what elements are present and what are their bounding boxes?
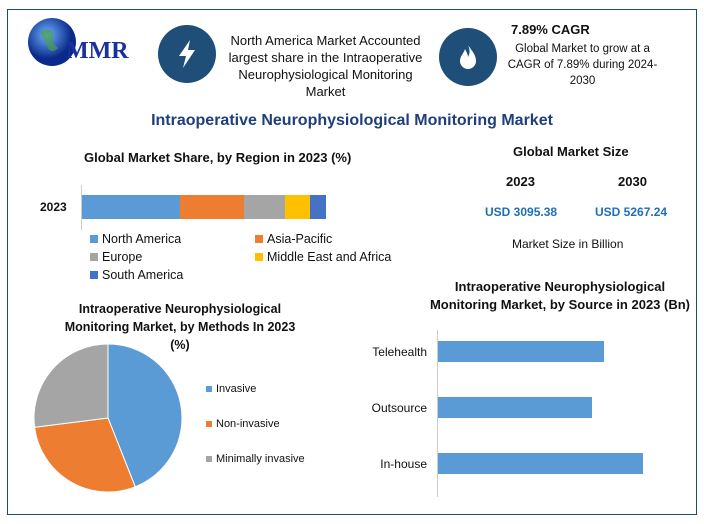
legend-label: Middle East and Africa bbox=[267, 250, 392, 264]
source-bar-telehealth bbox=[438, 341, 605, 362]
legend-swatch bbox=[206, 421, 212, 427]
year-2030: 2030 bbox=[618, 174, 647, 189]
pie-legend-item: Invasive bbox=[206, 383, 256, 395]
region-stacked-bar bbox=[82, 195, 326, 219]
cagr-title: 7.89% CAGR bbox=[511, 22, 590, 37]
north-america-info: North America Market Accounted largest s… bbox=[228, 33, 423, 99]
market-size-unit: Market Size in Billion bbox=[512, 237, 624, 251]
infographic-frame bbox=[7, 9, 697, 515]
pie-legend-item: Non-invasive bbox=[206, 418, 280, 430]
market-size-title: Global Market Size bbox=[513, 144, 629, 159]
source-bar-outsource bbox=[438, 397, 592, 418]
region-segment-asia-pacific bbox=[180, 195, 244, 219]
year-2023: 2023 bbox=[506, 174, 535, 189]
value-2030: USD 5267.24 bbox=[595, 205, 668, 219]
pie-slice-minimally-invasive bbox=[33, 343, 109, 428]
legend-label: Europe bbox=[102, 250, 143, 264]
page-title: Intraoperative Neurophysiological Monito… bbox=[151, 112, 553, 129]
legend-swatch bbox=[90, 271, 98, 279]
legend-item: Asia-Pacific bbox=[255, 232, 332, 246]
region-segment-south-america bbox=[309, 195, 326, 219]
pie-slice-invasive bbox=[107, 343, 183, 488]
legend-label: Minimally invasive bbox=[216, 453, 305, 465]
cagr-text: Global Market to grow at a CAGR of 7.89%… bbox=[507, 43, 658, 87]
legend-swatch bbox=[255, 253, 263, 261]
legend-item: Middle East and Africa bbox=[255, 250, 391, 264]
legend-item: Europe bbox=[90, 250, 142, 264]
legend-swatch bbox=[206, 456, 212, 462]
logo-text: MMR bbox=[66, 38, 129, 64]
globe-icon bbox=[28, 18, 76, 66]
legend-swatch bbox=[90, 235, 98, 243]
methods-pie-chart bbox=[33, 343, 183, 493]
legend-item: South America bbox=[90, 268, 183, 282]
legend-swatch bbox=[90, 253, 98, 261]
legend-item: North America bbox=[90, 232, 181, 246]
mmr-logo: MMR bbox=[22, 14, 147, 74]
legend-label: South America bbox=[102, 268, 184, 282]
region-axis bbox=[81, 185, 82, 230]
region-segment-north-america bbox=[82, 195, 181, 219]
pie-slice-non-invasive bbox=[34, 417, 136, 493]
legend-label: Non-invasive bbox=[216, 418, 280, 430]
methods-chart-title: Intraoperative Neurophysiological Monito… bbox=[64, 302, 296, 352]
source-chart-title: Intraoperative Neurophysiological Monito… bbox=[429, 279, 691, 312]
region-segment-europe bbox=[244, 195, 285, 219]
flame-icon bbox=[439, 28, 497, 86]
region-segment-middle-east-and-africa bbox=[284, 195, 310, 219]
source-axis bbox=[437, 330, 438, 497]
lightning-icon bbox=[158, 25, 216, 83]
region-category-label: 2023 bbox=[40, 200, 67, 214]
legend-label: North America bbox=[102, 232, 182, 246]
source-category-label: Telehealth bbox=[372, 345, 427, 359]
legend-label: Asia-Pacific bbox=[267, 232, 333, 246]
region-chart-title: Global Market Share, by Region in 2023 (… bbox=[84, 150, 352, 165]
pie-legend-item: Minimally invasive bbox=[206, 453, 305, 465]
source-bar-in-house bbox=[438, 453, 643, 474]
legend-swatch bbox=[255, 235, 263, 243]
source-category-label: In-house bbox=[380, 457, 427, 471]
legend-label: Invasive bbox=[216, 383, 257, 395]
value-2023: USD 3095.38 bbox=[485, 205, 558, 219]
legend-swatch bbox=[206, 386, 212, 392]
source-category-label: Outsource bbox=[371, 401, 427, 415]
